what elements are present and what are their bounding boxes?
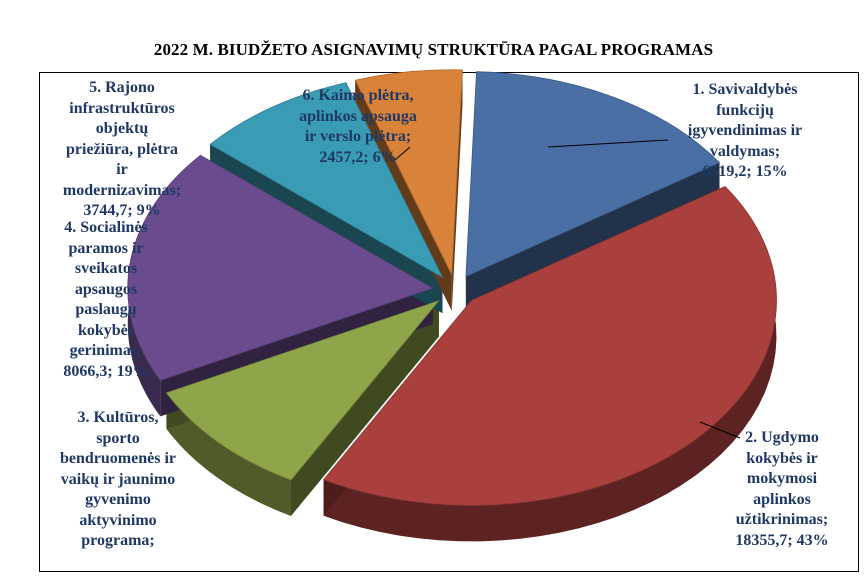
slice-3-side — [166, 392, 291, 516]
chart-title: 2022 M. BIUDŽETO ASIGNAVIMŲ STRUKTŪRA PA… — [153, 40, 714, 59]
slice-2 — [322, 186, 777, 506]
leader-line-2 — [699, 421, 741, 439]
slice-label-6: 6. Kaimo plėtra, aplinkos apsauga ir ver… — [299, 87, 417, 166]
slice-label-1: 1. Savivaldybės funkcijų įgyvendinimas i… — [687, 81, 803, 180]
slice-6-edge-2 — [451, 69, 463, 311]
slice-3-edge-1 — [290, 300, 439, 516]
slice-5 — [209, 82, 444, 279]
slice-label-4: 4. Socialinės paramos ir sveikatos apsau… — [63, 219, 149, 380]
slice-6 — [354, 69, 463, 277]
slice-label-2: 2. Ugdymo kokybės ir mokymosi aplinkos u… — [735, 429, 829, 549]
slice-label-5: 5. Rajono infrastruktūros objektų prieži… — [62, 79, 182, 219]
slice-1 — [465, 71, 721, 278]
slice-4 — [127, 154, 434, 381]
leader-line-6 — [394, 146, 411, 161]
slice-3 — [165, 299, 441, 481]
leader-line-1 — [547, 139, 669, 148]
slice-label-3: 3. Kultūros, sporto bendruomenės ir vaik… — [60, 409, 176, 549]
